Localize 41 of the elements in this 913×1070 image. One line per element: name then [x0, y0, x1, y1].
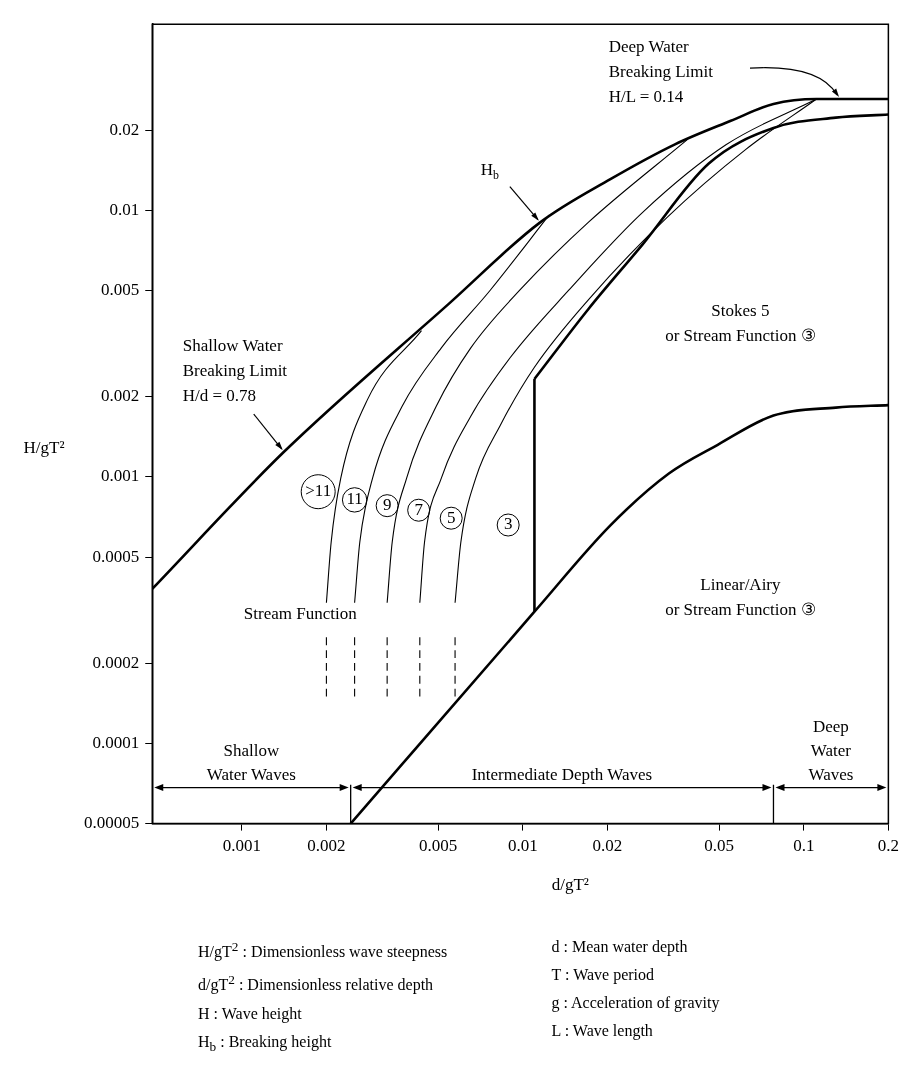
text: d/gT$^{2}$ : Dimensionless relative depth	[198, 971, 435, 996]
annotation: Stream Function	[243, 604, 358, 624]
x-tick-label: 0.001	[222, 836, 261, 856]
x-tick-label: 0.005	[419, 836, 458, 856]
x-tick-label: 0.01	[507, 836, 538, 856]
x-tick-label: 0.002	[307, 836, 346, 856]
annotation: Linear/Airy or Stream Function ③	[665, 575, 816, 620]
annotation: Shallow Water Breaking Limit H/d = 0.78	[182, 336, 288, 406]
text: L : Wave length	[551, 1021, 654, 1042]
y-tick-label: 0.001	[101, 466, 140, 486]
y-tick-label: 0.02	[109, 119, 140, 139]
text: H/gT$^{2}$ : Dimensionless wave steepness	[198, 938, 449, 963]
x-tick-label: 0.05	[704, 836, 735, 856]
y-tick-label: 0.0001	[92, 732, 140, 752]
x-tick-label: 0.1	[793, 836, 815, 856]
text: T : Wave period	[551, 965, 656, 986]
y-tick-label: 0.002	[101, 386, 140, 406]
annotation: 9	[382, 495, 392, 515]
x-axis-title: d/gT²	[551, 875, 589, 895]
y-tick-label: 0.01	[109, 199, 140, 219]
text: H : Wave height	[198, 1003, 303, 1025]
annotation: 7	[414, 499, 424, 519]
x-tick-label: 0.02	[592, 836, 623, 856]
annotation: Deep Water Waves	[808, 717, 854, 785]
y-tick-label: 0.0002	[92, 652, 140, 672]
x-tick-label: 0.2	[877, 836, 899, 856]
y-tick-label: 0.005	[101, 280, 140, 300]
annotation: Intermediate Depth Waves	[471, 765, 653, 785]
y-tick-label: 0.0005	[92, 546, 140, 566]
annotation: 5	[446, 507, 456, 527]
annotation: Deep Water Breaking Limit H/L = 0.14	[608, 36, 714, 106]
annotation: 3	[503, 514, 513, 534]
annotation: Shallow Water Waves	[206, 741, 296, 785]
text: g : Acceleration of gravity	[551, 993, 721, 1014]
text: H$_{b}$ : Breaking height	[198, 1031, 333, 1056]
annotation: Stokes 5 or Stream Function ③	[665, 300, 816, 345]
annotation: 11	[346, 489, 363, 509]
y-tick-label: 0.00005	[84, 813, 140, 833]
y-axis-title: H/gT²	[23, 438, 65, 458]
text: d : Mean water depth	[551, 937, 689, 958]
annotation: >11	[305, 481, 332, 501]
